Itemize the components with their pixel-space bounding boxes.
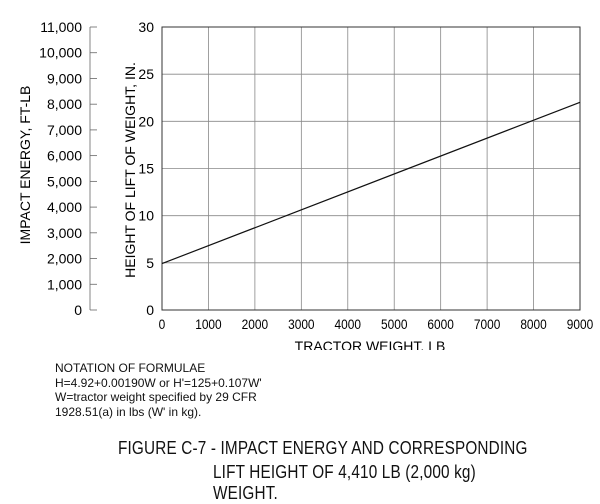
formula-notes: NOTATION OF FORMULAE H=4.92+0.00190W or … [55, 361, 262, 419]
figure-caption-line1: FIGURE C-7 - IMPACT ENERGY AND CORRESPON… [118, 438, 528, 458]
energy-tick-label: 3,000 [47, 225, 82, 241]
chart: 0 1000 2000 3000 4000 5000 6000 7000 8000 9000 0 5 1… [17, 19, 593, 350]
energy-tick-label: 8,000 [47, 96, 82, 112]
y-tick-label: 25 [138, 66, 154, 82]
x-tick-label: 8000 [520, 316, 546, 332]
x-tick-label: 3000 [288, 316, 314, 332]
data-line [161, 101, 581, 265]
y-tick-label: 0 [146, 302, 154, 318]
notes-definition-cont: 1928.51(a) in lbs (W' in kg). [55, 404, 202, 419]
energy-tick-label: 10,000 [39, 45, 82, 61]
x-tick-label: 1000 [195, 316, 221, 332]
x-tick-label: 0 [159, 316, 166, 332]
x-tick-label: 4000 [335, 316, 361, 332]
notes-formula: H=4.92+0.00190W or H'=125+0.107W' [55, 375, 262, 390]
x-axis-label: TRACTOR WEIGHT, LB [295, 338, 446, 350]
energy-tick-label: 7,000 [47, 122, 82, 138]
y-axis-label: HEIGHT OF LIFT OF WEIGHT, IN. [122, 62, 138, 278]
y-tick-label: 5 [146, 255, 154, 271]
energy-tick-label: 2,000 [47, 251, 82, 267]
y-tick-label: 15 [138, 161, 154, 177]
energy-tick-label: 5,000 [47, 173, 82, 189]
y-tick-label: 20 [138, 113, 154, 129]
x-tick-label: 5000 [381, 316, 407, 332]
energy-tick-label: 0 [74, 302, 82, 318]
energy-tick-label: 4,000 [47, 199, 82, 215]
plot-frame [161, 26, 581, 311]
energy-tick-label: 11,000 [40, 19, 82, 35]
energy-tick-label: 9,000 [47, 70, 82, 86]
energy-axis-label: IMPACT ENERGY, FT-LB [17, 86, 33, 245]
x-tick-label: 2000 [242, 316, 268, 332]
y-tick-label: 30 [138, 19, 154, 35]
notes-definition: W=tractor weight specified by 29 CFR [55, 390, 257, 404]
figure-caption-line2: LIFT HEIGHT OF 4,410 LB (2,000 kg) WEIGH… [213, 462, 476, 503]
energy-tick-label: 1,000 [47, 276, 82, 292]
notes-title: NOTATION OF FORMULAE [55, 361, 206, 375]
y-tick-label: 10 [138, 208, 154, 224]
x-tick-label: 6000 [427, 316, 453, 332]
x-tick-label: 9000 [567, 316, 593, 332]
energy-tick-label: 6,000 [47, 148, 82, 164]
x-tick-label: 7000 [474, 316, 500, 332]
